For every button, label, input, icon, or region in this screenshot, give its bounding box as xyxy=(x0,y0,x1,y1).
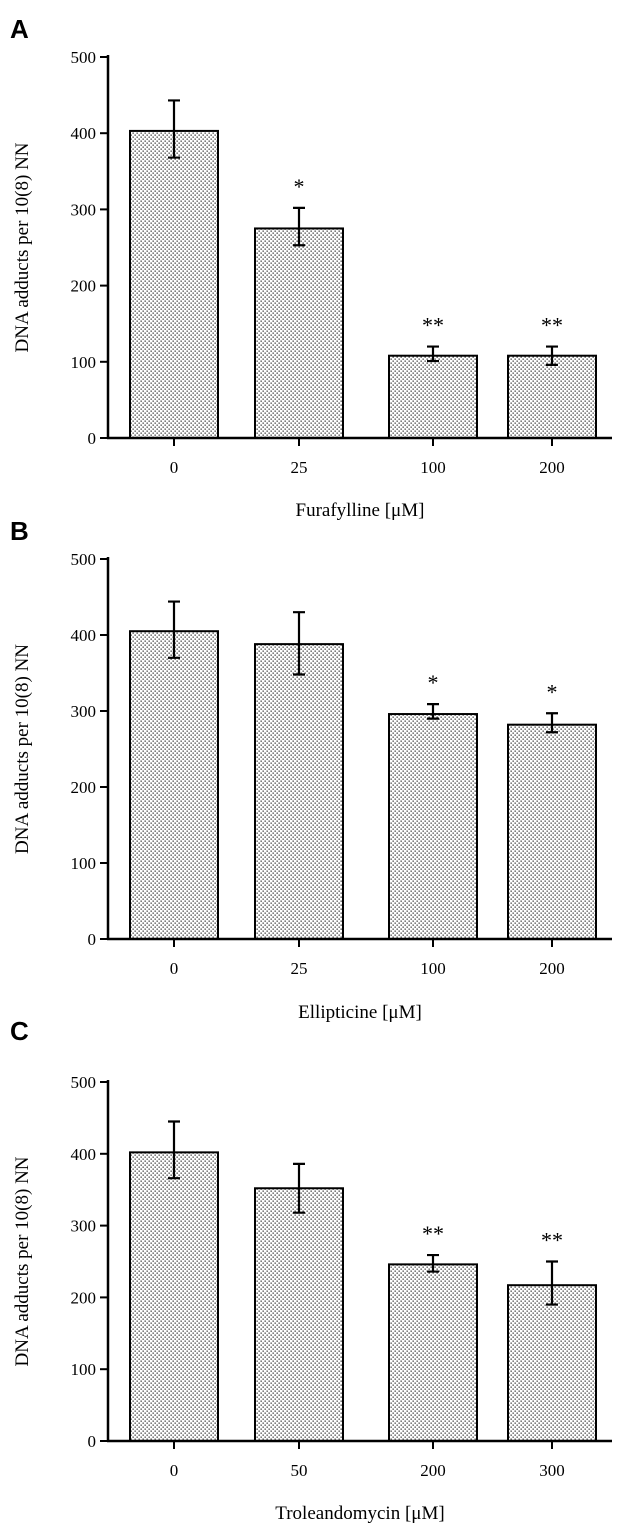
x-tick-label: 200 xyxy=(420,1461,446,1480)
y-tick-label: 0 xyxy=(88,429,97,448)
error-bar-lower xyxy=(427,355,439,363)
y-tick-label: 100 xyxy=(71,353,97,372)
error-bar-lower xyxy=(168,1152,180,1180)
chart-panel-b: B * * 0 100 200 300 400 500 0 25 100 200 DNA adducts … xyxy=(10,516,612,1023)
y-tick-label: 200 xyxy=(71,277,97,296)
x-tick-label: 25 xyxy=(291,959,308,978)
bar xyxy=(129,1151,219,1442)
y-tick-label: 300 xyxy=(71,1217,97,1236)
error-bar-lower xyxy=(168,631,180,659)
x-tick-label: 0 xyxy=(170,959,179,978)
significance-marker: ** xyxy=(422,313,444,338)
significance-marker: * xyxy=(294,174,305,199)
x-tick-label: 200 xyxy=(539,959,565,978)
bar xyxy=(254,227,344,439)
error-bar-lower xyxy=(168,130,180,159)
bar xyxy=(507,1284,597,1442)
bar xyxy=(254,643,344,940)
y-tick-label: 0 xyxy=(88,1432,97,1451)
x-tick-label: 0 xyxy=(170,458,179,477)
error-bar-upper xyxy=(293,611,305,645)
error-bar-lower xyxy=(546,724,558,734)
y-tick-label: 0 xyxy=(88,930,97,949)
error-bar-upper xyxy=(546,345,558,356)
error-bar-lower xyxy=(546,355,558,366)
significance-marker: ** xyxy=(422,1221,444,1246)
error-bar-lower xyxy=(293,1188,305,1214)
bar xyxy=(388,713,478,940)
x-tick-label: 100 xyxy=(420,959,446,978)
x-tick-label: 25 xyxy=(291,458,308,477)
x-tick-label: 0 xyxy=(170,1461,179,1480)
x-tick-label: 200 xyxy=(539,458,565,477)
error-bar-lower xyxy=(546,1285,558,1306)
error-bar-upper xyxy=(546,1260,558,1286)
x-axis-title: Furafylline [μM] xyxy=(296,500,425,521)
x-tick-label: 100 xyxy=(420,458,446,477)
significance-marker: ** xyxy=(541,313,563,338)
x-tick-label: 300 xyxy=(539,1461,565,1480)
x-tick-label: 50 xyxy=(291,1461,308,1480)
bar xyxy=(507,354,597,440)
y-tick-label: 300 xyxy=(71,200,97,219)
error-bar-upper xyxy=(427,345,439,356)
y-tick-label: 400 xyxy=(71,1145,97,1164)
y-tick-label: 100 xyxy=(71,1360,97,1379)
y-axis-title: DNA adducts per 10(8) NN xyxy=(12,1156,33,1366)
significance-marker: * xyxy=(547,679,558,704)
panel-letter: C xyxy=(10,1016,29,1046)
error-bar-upper xyxy=(168,1120,180,1153)
bar xyxy=(388,354,478,440)
significance-marker: * xyxy=(428,670,439,695)
bar xyxy=(129,129,219,439)
error-bar-upper xyxy=(293,1162,305,1189)
error-bar-lower xyxy=(427,1264,439,1273)
bar xyxy=(388,1263,478,1442)
error-bar-upper xyxy=(427,703,439,715)
error-bar-upper xyxy=(168,99,180,131)
y-axis-title: DNA adducts per 10(8) NN xyxy=(12,644,33,854)
x-axis-title: Ellipticine [μM] xyxy=(298,1002,422,1023)
y-tick-label: 500 xyxy=(71,1073,97,1092)
y-tick-label: 500 xyxy=(71,550,97,569)
significance-marker: ** xyxy=(541,1228,563,1253)
y-tick-label: 100 xyxy=(71,854,97,873)
bar xyxy=(129,630,219,940)
y-tick-label: 400 xyxy=(71,626,97,645)
bar xyxy=(507,723,597,940)
error-bar-upper xyxy=(293,206,305,229)
chart-panel-c: C ** ** 0 100 200 300 400 500 0 50 200 300 DNA adduct… xyxy=(10,1016,612,1524)
bar xyxy=(254,1187,344,1443)
panel-letter: B xyxy=(10,516,29,546)
error-bar-lower xyxy=(427,714,439,720)
y-tick-label: 500 xyxy=(71,48,97,67)
y-axis-title: DNA adducts per 10(8) NN xyxy=(12,142,33,352)
y-tick-label: 400 xyxy=(71,124,97,143)
y-tick-label: 300 xyxy=(71,702,97,721)
error-bar-upper xyxy=(427,1253,439,1265)
error-bar-lower xyxy=(293,228,305,247)
y-tick-label: 200 xyxy=(71,778,97,797)
error-bar-upper xyxy=(168,600,180,632)
panel-letter: A xyxy=(10,14,29,44)
error-bar-upper xyxy=(546,712,558,725)
y-tick-label: 200 xyxy=(71,1288,97,1307)
x-axis-title: Troleandomycin [μM] xyxy=(275,1503,444,1524)
error-bar-lower xyxy=(293,644,305,676)
